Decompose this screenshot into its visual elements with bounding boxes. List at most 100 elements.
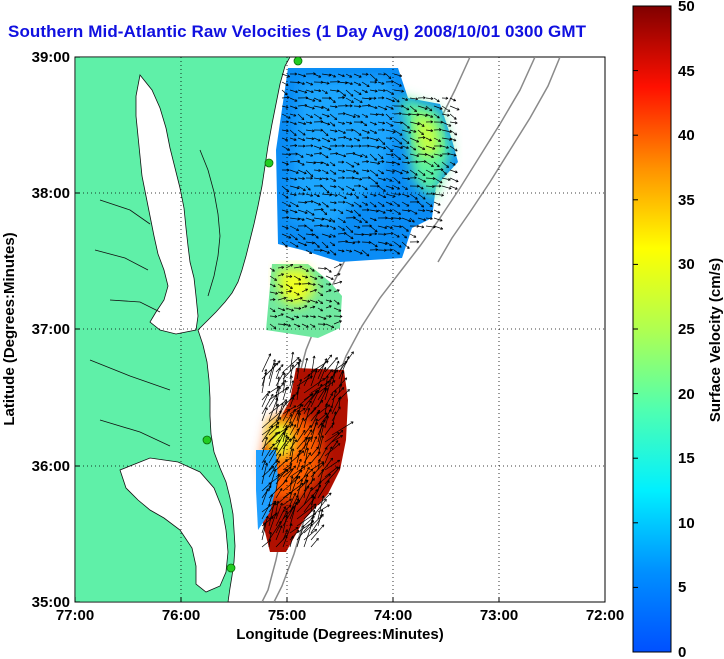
velocity-arrowhead (342, 177, 345, 180)
velocity-arrowhead (314, 506, 317, 509)
velocity-arrowhead (286, 169, 290, 172)
velocity-arrowhead (318, 169, 321, 171)
velocity-arrow (289, 404, 304, 415)
velocity-arrow (345, 209, 353, 213)
velocity-arrow (417, 121, 425, 127)
map-title: Southern Mid-Atlantic Raw Velocities (1 … (8, 22, 587, 41)
y-tick-label: 36:00 (32, 458, 70, 475)
velocity-arrow (353, 113, 360, 118)
velocity-arrow (296, 468, 313, 485)
velocity-arrow (393, 201, 400, 207)
velocity-arrow (282, 514, 288, 534)
velocity-arrow (261, 390, 270, 401)
velocity-arrowhead (319, 99, 322, 102)
velocity-arrowhead (361, 234, 364, 237)
velocity-arrow (441, 129, 452, 133)
velocity-arrow (401, 161, 410, 164)
velocity-arrow (433, 193, 444, 196)
velocity-arrowhead (355, 173, 359, 175)
velocity-arrow (309, 289, 317, 293)
velocity-arrowhead (318, 202, 321, 206)
velocity-arrowhead (431, 155, 434, 158)
velocity-arrowhead (312, 355, 315, 359)
velocity-arrowhead (389, 136, 393, 139)
velocity-arrowhead (295, 153, 298, 156)
velocity-arrowhead (382, 123, 385, 125)
velocity-arrow (337, 89, 346, 97)
velocity-arrowhead (313, 98, 316, 102)
velocity-arrowhead (324, 316, 327, 320)
velocity-arrowhead (321, 400, 324, 403)
velocity-arrow (275, 459, 288, 471)
velocity-arrowhead (430, 129, 434, 132)
velocity-arrowhead (311, 138, 315, 141)
velocity-arrow (313, 161, 323, 164)
velocity-arrowhead (400, 121, 403, 124)
velocity-arrow (385, 241, 393, 247)
velocity-arrowhead (289, 505, 292, 508)
velocity-arrowhead (276, 460, 280, 463)
velocity-arrowhead (308, 407, 311, 411)
velocity-arrowhead (346, 356, 350, 359)
velocity-arrow (441, 169, 447, 175)
velocity-arrowhead (337, 289, 340, 293)
velocity-arrowhead (338, 301, 340, 305)
velocity-arrowhead (423, 219, 426, 222)
velocity-arrowhead (314, 528, 317, 531)
velocity-arrow (281, 225, 289, 229)
velocity-arrowhead (320, 225, 323, 227)
velocity-arrow (268, 532, 272, 548)
velocity-arrowhead (360, 120, 364, 123)
velocity-arrowhead (400, 147, 403, 150)
velocity-arrowhead (279, 417, 282, 421)
velocity-arrow (275, 502, 283, 520)
velocity-arrowhead (276, 500, 279, 504)
velocity-arrowhead (319, 152, 322, 155)
velocity-arrow (268, 431, 281, 443)
velocity-arrowhead (417, 139, 420, 143)
velocity-arrow (281, 105, 289, 109)
velocity-arrow (369, 145, 380, 149)
velocity-arrowhead (309, 462, 312, 465)
velocity-arrowhead (322, 509, 324, 513)
velocity-arrow (296, 408, 306, 415)
velocity-arrowhead (359, 92, 362, 95)
velocity-arrowhead (321, 308, 324, 312)
velocity-arrowhead (391, 162, 395, 165)
velocity-arrowhead (430, 97, 434, 100)
velocity-arrowhead (357, 171, 359, 175)
velocity-arrowhead (285, 130, 289, 133)
velocity-arrow (305, 201, 314, 203)
velocity-arrow (337, 153, 346, 157)
velocity-arrowhead (321, 435, 324, 438)
velocity-arrow (337, 232, 347, 235)
velocity-arrow (377, 145, 386, 149)
velocity-arrowhead (415, 172, 418, 176)
velocity-arrow (321, 241, 329, 248)
velocity-arrowhead (432, 192, 436, 195)
velocity-arrowhead (294, 193, 297, 196)
velocity-arrow (401, 225, 409, 232)
velocity-arrow (385, 105, 394, 110)
velocity-arrowhead (297, 357, 300, 360)
velocity-arrowhead (292, 317, 295, 321)
velocity-arrow (303, 429, 312, 443)
velocity-arrowhead (294, 436, 296, 439)
velocity-arrowhead (389, 248, 393, 251)
velocity-arrowhead (327, 122, 331, 125)
velocity-arrow (417, 177, 426, 183)
velocity-arrow (289, 476, 298, 499)
velocity-arrow (309, 299, 318, 304)
velocity-arrowhead (437, 99, 440, 102)
velocity-arrow (393, 177, 401, 184)
velocity-arrow (377, 241, 388, 245)
velocity-arrow (321, 89, 328, 94)
velocity-arrowhead (290, 498, 292, 502)
velocity-arrowhead (366, 170, 370, 173)
velocity-arrow (401, 209, 411, 212)
velocity-arrowhead (315, 418, 318, 421)
velocity-arrowhead (333, 380, 336, 384)
velocity-arrowhead (439, 139, 441, 142)
velocity-arrowhead (399, 225, 402, 228)
colorbar-tick-label: 40 (678, 127, 695, 144)
